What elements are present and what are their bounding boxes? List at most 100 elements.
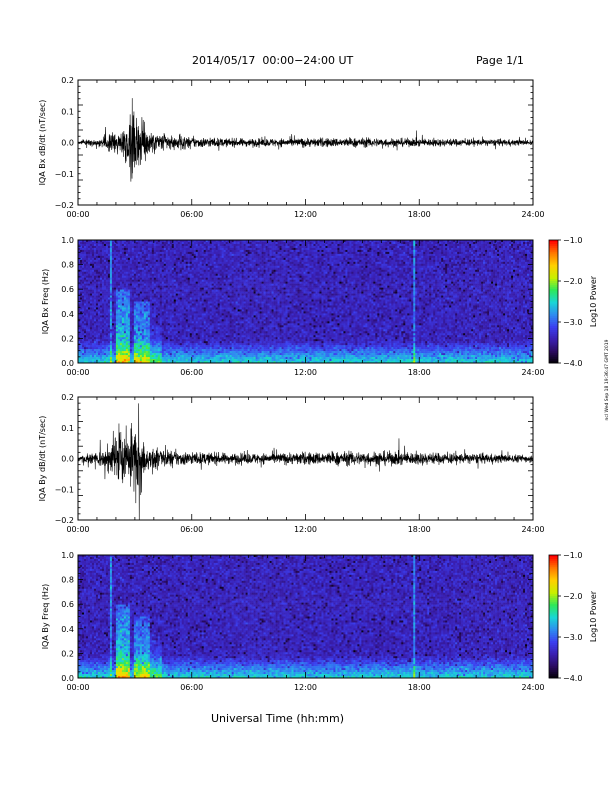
spectrogram-cell <box>185 349 189 352</box>
spectrogram-cell <box>141 327 145 330</box>
spectrogram-cell <box>91 359 95 362</box>
spectrogram-cell <box>107 349 111 352</box>
spectrogram-cell <box>125 325 129 328</box>
spectrogram-cell <box>163 357 167 360</box>
spectrogram-cell <box>163 351 167 354</box>
spectrogram-cell <box>155 301 159 304</box>
spectrogram-cell <box>193 240 197 243</box>
spectrogram-cell <box>211 283 215 286</box>
spectrogram-cell <box>135 245 139 249</box>
spectrogram-cell <box>193 329 197 332</box>
spectrogram-cell <box>135 283 139 286</box>
spectrogram-cell <box>225 271 228 275</box>
spectrogram-cell <box>171 253 175 257</box>
spectrogram-cell <box>137 243 141 247</box>
spectrogram-cell <box>80 361 83 364</box>
spectrogram-cell <box>125 253 129 257</box>
spectrogram-cell <box>131 347 135 350</box>
spectrogram-cell <box>227 329 230 332</box>
spectrogram-cell <box>163 279 167 282</box>
spectrogram-cell <box>175 299 179 302</box>
spectrogram-cell <box>95 339 99 342</box>
spectrogram-cell <box>117 287 121 290</box>
spectrogram-cell <box>131 339 135 342</box>
spectrogram-cell <box>97 293 101 296</box>
spectrogram-cell <box>219 249 222 253</box>
spectrogram-cell <box>95 307 99 310</box>
spectrogram-cell <box>121 261 125 265</box>
spectrogram-cell <box>97 351 101 354</box>
spectrogram-cell <box>231 305 234 308</box>
spectrogram-cell <box>83 329 87 332</box>
spectrogram-cell <box>121 337 125 340</box>
spectrogram-cell <box>119 305 123 308</box>
spectrogram-cell <box>145 281 149 284</box>
spectrogram-cell <box>153 333 157 336</box>
spectrogram-cell <box>137 299 141 302</box>
spectrogram-cell <box>91 247 95 251</box>
spectrogram-cell <box>105 257 109 261</box>
spectrogram-cell <box>169 361 173 364</box>
spectrogram-cell <box>195 313 199 316</box>
spectrogram-cell <box>169 273 173 277</box>
spectrogram-cell <box>80 283 83 286</box>
spectrogram-cell <box>183 335 187 338</box>
spectrogram-cell <box>175 243 179 247</box>
spectrogram-cell <box>149 337 153 340</box>
spectrogram-cell <box>195 257 199 261</box>
spectrogram-cell <box>191 357 195 360</box>
spectrogram-cell <box>109 321 113 324</box>
spectrogram-cell <box>165 295 169 298</box>
spectrogram-cell <box>123 240 127 243</box>
spectrogram-cell <box>141 335 145 338</box>
spectrogram-cell <box>85 347 89 350</box>
spectrogram-cell <box>221 333 224 336</box>
spectrogram-cell <box>197 285 201 288</box>
spectrogram-cell <box>123 317 127 320</box>
spectrogram-cell <box>109 313 113 316</box>
spectrogram-cell <box>215 289 218 292</box>
spectrogram-cell <box>189 341 193 344</box>
spectrogram-cell <box>153 241 157 245</box>
spectrogram-cell <box>117 281 121 284</box>
spectrogram-cell <box>231 359 234 362</box>
spectrogram-cell <box>83 255 87 259</box>
spectrogram-cell <box>107 259 111 263</box>
spectrogram-cell <box>207 305 211 308</box>
spectrogram-cell <box>193 287 197 290</box>
spectrogram-cell <box>233 317 236 320</box>
spectrogram-cell <box>157 355 161 358</box>
spectrogram-cell <box>115 309 119 312</box>
spectrogram-cell <box>213 245 216 249</box>
spectrogram-cell <box>129 295 133 298</box>
spectrogram-cell <box>199 309 203 312</box>
spectrogram-cell <box>91 339 95 342</box>
spectrogram-cell <box>143 281 147 284</box>
spectrogram-cell <box>80 349 83 352</box>
spectrogram-cell <box>215 303 218 306</box>
spectrogram-cell <box>97 257 101 261</box>
spectrogram-cell <box>107 245 111 249</box>
spectrogram-cell <box>99 285 103 288</box>
spectrogram-cell <box>107 299 111 302</box>
spectrogram-cell <box>225 241 228 245</box>
spectrogram-cell <box>187 325 191 328</box>
spectrogram-cell <box>117 301 121 304</box>
spectrogram-cell <box>203 319 207 322</box>
spectrogram-cell <box>233 259 236 263</box>
spectrogram-cell <box>111 245 115 249</box>
spectrogram-cell <box>78 321 81 324</box>
spectrogram-cell <box>101 291 105 294</box>
spectrogram-cell <box>203 303 207 306</box>
spectrogram-cell <box>179 331 183 334</box>
spectrogram-cell <box>155 283 159 286</box>
spectrogram-cell <box>205 289 209 292</box>
spectrogram-cell <box>165 240 169 243</box>
spectrogram-cell <box>117 311 121 314</box>
spectrogram-cell <box>223 249 226 253</box>
spectrogram-cell <box>183 345 187 348</box>
spectrogram-cell <box>95 333 99 336</box>
spectrogram-cell <box>107 253 111 257</box>
spectrogram-cell <box>187 327 191 330</box>
spectrogram-cell <box>193 299 197 302</box>
